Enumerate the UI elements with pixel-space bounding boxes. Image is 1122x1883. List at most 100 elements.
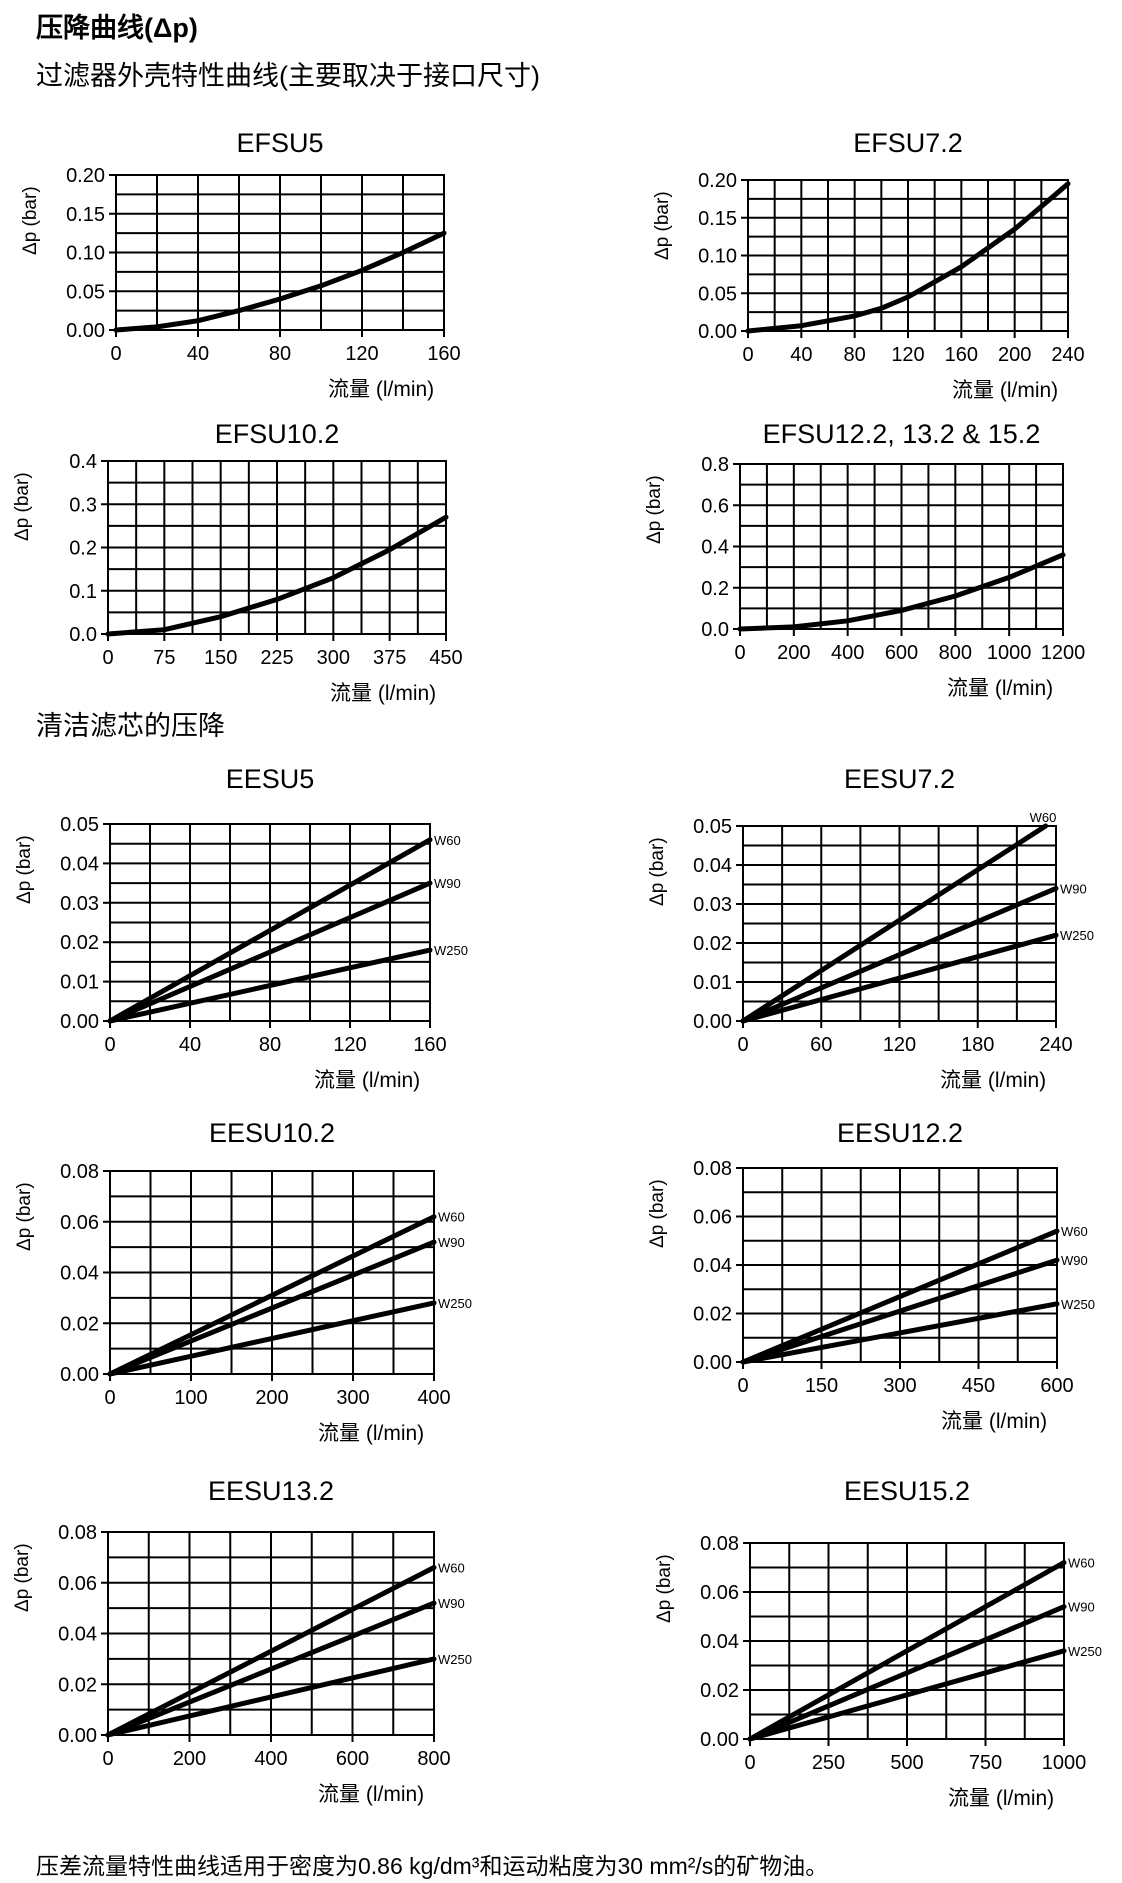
y-tick-label: 0.02 <box>700 1680 739 1702</box>
series-label: W250 <box>438 1296 472 1311</box>
y-axis-label: Δp (bar) <box>654 1554 675 1623</box>
y-tick-label: 0.00 <box>698 321 737 343</box>
series-label: W250 <box>1061 1297 1095 1312</box>
series-line-w90 <box>740 1257 1060 1365</box>
y-tick-label: 0.3 <box>69 494 97 516</box>
x-axis-label: 流量 (l/min) <box>328 378 435 401</box>
series-label: W60 <box>434 833 461 848</box>
series-label: W250 <box>1068 1644 1102 1659</box>
y-tick-label: 0.08 <box>60 1161 99 1183</box>
x-tick-label: 120 <box>891 344 924 366</box>
x-tick-label: 0 <box>102 647 113 669</box>
chart-title: EFSU7.2 <box>853 128 963 158</box>
y-tick-label: 0.00 <box>693 1011 732 1033</box>
x-tick-label: 80 <box>844 344 866 366</box>
x-axis-label: 流量 (l/min) <box>314 1069 421 1092</box>
x-axis-label: 流量 (l/min) <box>952 379 1059 402</box>
y-tick-label: 0.15 <box>698 208 737 230</box>
x-tick-label: 800 <box>417 1748 450 1770</box>
y-tick-label: 0.04 <box>60 1263 99 1285</box>
series-line-w60 <box>107 837 433 1024</box>
series-label: W250 <box>434 943 468 958</box>
y-tick-label: 0.08 <box>693 1158 732 1180</box>
series-label: W60 <box>438 1210 465 1225</box>
x-axis-label: 流量 (l/min) <box>948 1787 1055 1810</box>
y-tick-label: 0.06 <box>58 1573 97 1595</box>
x-tick-label: 0 <box>102 1748 113 1770</box>
chart-plot: 0 40 80 120 160 0.00 0.05 0.10 0.15 0.20 <box>66 165 461 365</box>
x-tick-label: 100 <box>174 1387 207 1409</box>
x-tick-label: 750 <box>969 1752 1002 1774</box>
series-line-w250 <box>107 1300 437 1377</box>
y-tick-label: 0.04 <box>693 855 732 877</box>
y-tick-label: 0.01 <box>60 972 99 994</box>
chart-title: EESU13.2 <box>207 1476 335 1506</box>
x-tick-label: 375 <box>373 647 406 669</box>
chart-title: EESU7.2 <box>843 764 956 794</box>
series-label: W60 <box>1030 810 1057 825</box>
y-tick-label: 0.06 <box>693 1207 732 1229</box>
chart-plot: 0 40 80 120 160 200 240 0.00 0.05 0.10 0.15 0.20 <box>698 170 1085 366</box>
y-axis-label: Δp (bar) <box>647 837 668 906</box>
y-tick-label: 0.1 <box>69 581 97 603</box>
x-tick-label: 500 <box>890 1752 923 1774</box>
x-tick-label: 40 <box>179 1034 201 1056</box>
chart-plot: 0 150 300 450 600 0.00 0.02 0.04 0.06 0.08 W60 W90 W… <box>693 1158 1095 1397</box>
series-label: W90 <box>438 1596 465 1611</box>
x-tick-label: 120 <box>883 1034 916 1056</box>
series-label: W90 <box>1068 1600 1095 1615</box>
y-tick-label: 0.8 <box>701 454 729 476</box>
series-label: W250 <box>1060 928 1094 943</box>
x-tick-label: 0 <box>104 1034 115 1056</box>
chart-plot: 0 60 120 180 240 0.00 0.01 0.02 0.03 0.04 0.05 W60 W… <box>693 810 1094 1056</box>
y-tick-label: 0.02 <box>58 1674 97 1696</box>
x-tick-label: 160 <box>413 1034 446 1056</box>
series-line-housing <box>737 552 1066 632</box>
x-tick-label: 150 <box>805 1375 838 1397</box>
series-line-w90 <box>747 1604 1067 1742</box>
x-tick-label: 400 <box>417 1387 450 1409</box>
y-tick-label: 0.00 <box>693 1352 732 1374</box>
y-tick-label: 0.4 <box>69 451 97 473</box>
y-tick-label: 0.04 <box>693 1255 732 1277</box>
series-line-w60 <box>747 1560 1067 1742</box>
section-housing-title: 过滤器外壳特性曲线(主要取决于接口尺寸) <box>36 61 540 91</box>
y-tick-label: 0.00 <box>700 1729 739 1751</box>
x-tick-label: 450 <box>962 1375 995 1397</box>
x-tick-label: 400 <box>254 1748 287 1770</box>
chart-plot: 0 75 150 225 300 375 450 0.0 0.1 0.2 0.3 0.4 <box>69 451 463 669</box>
chart-plot: 0 250 500 750 1000 0.00 0.02 0.04 0.06 0.08 W60 W90… <box>700 1533 1102 1774</box>
chart-title: EESU15.2 <box>843 1476 971 1506</box>
x-tick-label: 150 <box>204 647 237 669</box>
series-line-w90 <box>107 1239 437 1377</box>
y-tick-label: 0.00 <box>60 1364 99 1386</box>
x-tick-label: 1000 <box>987 642 1032 664</box>
y-tick-label: 0.04 <box>60 853 99 875</box>
x-axis-label: 流量 (l/min) <box>318 1422 425 1445</box>
y-tick-label: 0.00 <box>60 1011 99 1033</box>
x-tick-label: 450 <box>429 647 462 669</box>
y-tick-label: 0.02 <box>693 1304 732 1326</box>
series-line-housing <box>105 514 449 637</box>
chart-title: EFSU10.2 <box>214 419 340 449</box>
x-tick-label: 200 <box>777 642 810 664</box>
x-tick-label: 1200 <box>1041 642 1086 664</box>
footnote: 压差流量特性曲线适用于密度为0.86 kg/dm³和运动粘度为30 mm²/s的… <box>36 1853 829 1879</box>
x-axis-label: 流量 (l/min) <box>941 1410 1048 1433</box>
x-tick-label: 60 <box>810 1034 832 1056</box>
x-tick-label: 200 <box>998 344 1031 366</box>
series-label: W60 <box>1061 1224 1088 1239</box>
x-axis-label: 流量 (l/min) <box>318 1783 425 1806</box>
y-tick-label: 0.20 <box>698 170 737 192</box>
x-tick-label: 800 <box>939 642 972 664</box>
y-tick-label: 0.00 <box>66 320 105 342</box>
y-tick-label: 0.0 <box>69 624 97 646</box>
x-tick-label: 0 <box>104 1387 115 1409</box>
y-tick-label: 0.10 <box>66 243 105 265</box>
y-axis-label: Δp (bar) <box>20 186 41 255</box>
series-line-w250 <box>747 1648 1067 1742</box>
x-tick-label: 250 <box>812 1752 845 1774</box>
series-label: W90 <box>434 876 461 891</box>
chart-plot: 0 200 400 600 800 0.00 0.02 0.04 0.06 0.08 W60 W90 W… <box>58 1522 472 1770</box>
x-tick-label: 200 <box>255 1387 288 1409</box>
